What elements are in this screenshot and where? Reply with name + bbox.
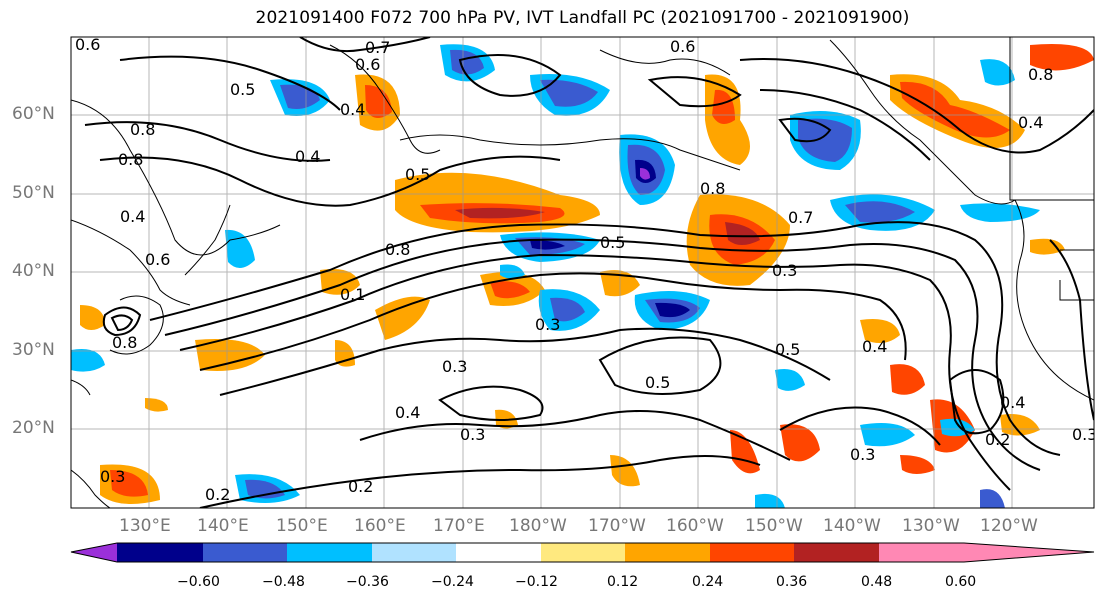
- map-frame: [70, 36, 1095, 509]
- contour-label: 0.8: [385, 240, 410, 259]
- colorbar-tick-label: 0.48: [861, 574, 893, 590]
- contour-label: 0.8: [112, 333, 137, 352]
- contour-label: 0.7: [365, 38, 390, 57]
- contour-label: 0.4: [1018, 113, 1043, 132]
- contour-label: 0.2: [205, 485, 230, 504]
- contour-label: 0.6: [670, 37, 695, 56]
- contour-label: 0.3: [442, 357, 467, 376]
- lat-tick-label: 30°N: [12, 340, 55, 360]
- colorbar-segment: [879, 543, 964, 562]
- contour-label: 0.4: [340, 100, 365, 119]
- lat-tick-label: 40°N: [12, 261, 55, 281]
- colorbar-tick-label: 0.36: [776, 574, 808, 590]
- contour-label: 0.5: [405, 165, 430, 184]
- lon-tick-label: 170°W: [588, 516, 646, 536]
- colorbar-tick-label: 0.24: [692, 574, 724, 590]
- colorbar-segment: [372, 543, 456, 562]
- lon-tick-label: 180°W: [509, 516, 567, 536]
- lat-tick-label: 50°N: [12, 183, 55, 203]
- colorbar-segment: [203, 543, 287, 562]
- contour-label: 0.5: [230, 80, 255, 99]
- colorbar-segment: [625, 543, 710, 562]
- lon-tick-label: 120°W: [980, 516, 1038, 536]
- contour-label: 0.3: [535, 315, 560, 334]
- coastlines: [71, 37, 1094, 508]
- colorbar: [70, 542, 1095, 563]
- map-title: 2021091400 F072 700 hPa PV, IVT Landfall…: [255, 8, 910, 28]
- contour-label: 0.8: [130, 120, 155, 139]
- contour-label: 0.4: [295, 147, 320, 166]
- colorbar-segment: [287, 543, 372, 562]
- contour-label: 0.3: [1072, 425, 1097, 444]
- colorbar-extend-min: [71, 543, 117, 562]
- ivt-contours: [84, 37, 1094, 508]
- contour-label: 0.8: [118, 150, 143, 169]
- contour-label: 0.6: [145, 250, 170, 269]
- lat-tick-label: 20°N: [12, 418, 55, 438]
- colorbar-tick-label: −0.60: [177, 574, 220, 590]
- colorbar-segment: [117, 543, 203, 562]
- colorbar-segment: [456, 543, 541, 562]
- colorbar-tick-label: 0.12: [607, 574, 639, 590]
- contour-label: 0.3: [460, 425, 485, 444]
- contour-labels: 0.6 0.7 0.6 0.5 0.4 0.8 0.4 0.8 0.4 0.6 …: [75, 35, 1097, 504]
- colorbar-segment: [541, 543, 625, 562]
- contour-label: 0.3: [100, 467, 125, 486]
- contour-label: 0.3: [772, 261, 797, 280]
- lon-tick-label: 140°E: [197, 516, 249, 536]
- contour-label: 0.4: [120, 207, 145, 226]
- colorbar-tick-label: −0.12: [515, 574, 558, 590]
- lon-tick-label: 140°W: [823, 516, 881, 536]
- contour-label: 0.8: [700, 179, 725, 198]
- lon-tick-label: 170°E: [433, 516, 485, 536]
- contour-label: 0.6: [355, 55, 380, 74]
- contour-label: 0.2: [348, 477, 373, 496]
- colorbar-segment: [794, 543, 879, 562]
- colorbar-extend-max: [964, 543, 1094, 562]
- colorbar-tick-label: −0.24: [431, 574, 474, 590]
- colorbar-tick-label: −0.48: [262, 574, 305, 590]
- contour-label: 0.3: [850, 445, 875, 464]
- lat-tick-label: 60°N: [12, 104, 55, 124]
- contour-label: 0.5: [645, 373, 670, 392]
- contour-label: 0.4: [395, 403, 420, 422]
- contour-label: 0.5: [600, 233, 625, 252]
- lon-tick-label: 130°E: [119, 516, 171, 536]
- colorbar-segment: [710, 543, 794, 562]
- graticule: [71, 37, 1094, 508]
- lon-tick-label: 150°W: [745, 516, 803, 536]
- contour-label: 0.1: [340, 285, 365, 304]
- lon-tick-label: 130°W: [902, 516, 960, 536]
- contour-label: 0.4: [862, 337, 887, 356]
- lon-tick-label: 150°E: [276, 516, 328, 536]
- lon-tick-label: 160°E: [354, 516, 406, 536]
- colorbar-tick-label: −0.36: [346, 574, 389, 590]
- contour-label: 0.2: [985, 430, 1010, 449]
- pv-shading: [71, 44, 1094, 508]
- contour-label: 0.5: [775, 340, 800, 359]
- contour-label: 0.8: [1028, 65, 1053, 84]
- contour-label: 0.6: [75, 35, 100, 54]
- colorbar-tick-label: 0.60: [945, 574, 977, 590]
- lon-tick-label: 160°W: [666, 516, 724, 536]
- contour-label: 0.4: [1000, 393, 1025, 412]
- contour-label: 0.7: [788, 208, 813, 227]
